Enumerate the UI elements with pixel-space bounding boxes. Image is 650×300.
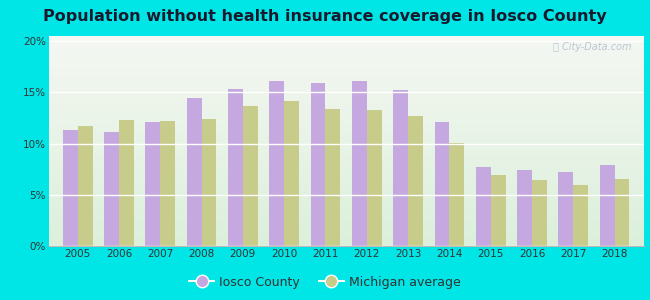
Bar bbox=[558, 172, 573, 246]
Bar bbox=[284, 100, 299, 246]
Bar bbox=[600, 165, 615, 246]
Bar bbox=[352, 81, 367, 246]
Text: Population without health insurance coverage in Iosco County: Population without health insurance cove… bbox=[43, 9, 607, 24]
Bar bbox=[517, 170, 532, 246]
Bar bbox=[77, 126, 92, 246]
Bar bbox=[161, 121, 175, 246]
Bar bbox=[146, 122, 161, 246]
Bar bbox=[367, 110, 382, 246]
Bar bbox=[104, 132, 119, 246]
Bar bbox=[243, 106, 258, 246]
Bar bbox=[449, 142, 464, 246]
Text: ⓘ City-Data.com: ⓘ City-Data.com bbox=[553, 42, 632, 52]
Bar bbox=[202, 119, 216, 246]
Legend: Iosco County, Michigan average: Iosco County, Michigan average bbox=[185, 271, 465, 294]
Bar bbox=[434, 122, 449, 246]
Bar bbox=[119, 120, 134, 246]
Bar bbox=[326, 109, 341, 246]
Bar bbox=[63, 130, 77, 246]
Bar bbox=[269, 81, 284, 246]
Bar bbox=[187, 98, 202, 246]
Bar bbox=[408, 116, 423, 246]
Bar bbox=[228, 89, 243, 246]
Bar bbox=[476, 167, 491, 246]
Bar bbox=[491, 175, 506, 246]
Bar bbox=[615, 179, 629, 246]
Bar bbox=[393, 90, 408, 246]
Bar bbox=[311, 83, 326, 246]
Bar bbox=[532, 180, 547, 246]
Bar bbox=[573, 184, 588, 246]
